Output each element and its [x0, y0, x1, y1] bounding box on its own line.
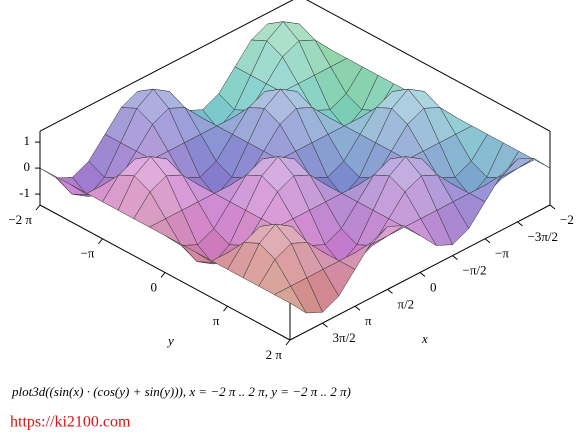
x-tick	[387, 288, 393, 294]
y-axis-label: y	[166, 333, 174, 348]
y-tick-label: −π	[81, 246, 95, 261]
y-tick	[285, 339, 291, 346]
y-tick	[160, 272, 166, 278]
x-tick	[517, 221, 523, 227]
x-tick-label: 0	[430, 279, 437, 294]
surface	[39, 21, 551, 314]
x-axis-label: x	[421, 331, 428, 346]
box-edge	[39, 0, 294, 132]
y-tick-label: π	[213, 313, 220, 328]
x-tick	[419, 272, 426, 277]
x-tick	[549, 204, 556, 210]
x-tick-label: −π/2	[463, 263, 487, 278]
y-tick	[223, 305, 228, 312]
z-tick-label: 0	[24, 159, 31, 174]
x-tick-label: π	[365, 313, 372, 328]
x-tick-label: π/2	[398, 296, 415, 311]
surface-patch	[273, 285, 307, 314]
x-tick-label: −2 π	[560, 212, 576, 227]
x-tick	[354, 305, 361, 311]
x-tick-label: −π	[495, 246, 509, 261]
z-tick-label: 1	[24, 133, 31, 148]
y-tick	[35, 204, 41, 211]
x-tick	[452, 255, 458, 261]
x-tick-label: −3π/2	[528, 229, 559, 244]
y-tick-label: 2 π	[266, 347, 283, 362]
x-tick-label: 3π/2	[333, 330, 356, 345]
box-edge	[306, 0, 551, 132]
y-tick	[98, 238, 103, 245]
x-tick	[484, 238, 491, 244]
y-tick-label: 0	[151, 279, 158, 294]
source-url: https://ki2100.com	[10, 414, 131, 431]
z-tick-label: -1	[19, 185, 30, 200]
x-tick	[322, 322, 328, 328]
y-tick-label: −2 π	[8, 212, 32, 227]
command-caption: plot3d((sin(x) · (cos(y) + sin(y))), x =…	[11, 384, 351, 399]
